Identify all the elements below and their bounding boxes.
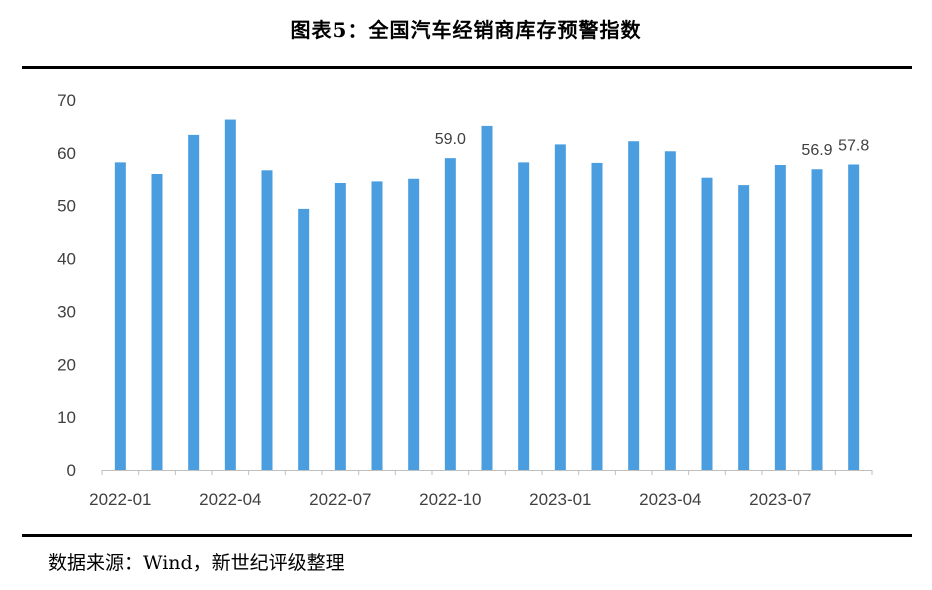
bar-2023-01 — [554, 144, 566, 470]
data-label: 59.0 — [435, 131, 466, 148]
x-axis-labels: 2022-01 2022-04 2022-07 2022-10 2023-01 2023-… — [89, 490, 811, 509]
bars — [114, 119, 860, 471]
bar-2022-01 — [114, 162, 126, 470]
x-tick-label: 2022-01 — [89, 490, 151, 509]
bar-2022-05 — [261, 170, 273, 471]
bar-2022-11 — [481, 125, 493, 471]
bar-2023-03 — [628, 141, 640, 470]
bar-2023-07 — [774, 165, 786, 470]
bar-2022-03 — [188, 134, 200, 470]
bottom-rule — [22, 534, 912, 537]
data-label: 56.9 — [801, 142, 832, 159]
y-tick-label: 50 — [57, 197, 76, 216]
bar-2022-04 — [224, 119, 236, 471]
bar-2022-06 — [298, 208, 310, 470]
bar-2023-05 — [701, 177, 713, 470]
x-tick-label: 2022-04 — [199, 490, 261, 509]
x-tick-label: 2022-07 — [309, 490, 371, 509]
bar-2022-09 — [408, 178, 420, 470]
x-tick-label: 2023-04 — [639, 490, 701, 509]
data-label: 57.8 — [838, 137, 869, 154]
x-tick-label: 2023-01 — [529, 490, 591, 509]
y-tick-label: 30 — [57, 302, 76, 321]
y-tick-label: 10 — [57, 408, 76, 427]
y-tick-label: 0 — [67, 461, 76, 480]
source-note: 数据来源：Wind，新世纪评级整理 — [48, 552, 345, 574]
x-tick-label: 2022-10 — [419, 490, 481, 509]
y-tick-label: 40 — [57, 250, 76, 269]
bar-2022-10 — [444, 158, 456, 470]
bar-2022-07 — [334, 182, 346, 470]
x-tick-label: 2023-07 — [749, 490, 811, 509]
bar-2023-06 — [738, 185, 750, 470]
data-labels: 59.0 56.9 57.8 — [435, 131, 870, 159]
y-tick-label: 20 — [57, 355, 76, 374]
bar-2022-02 — [151, 174, 163, 470]
x-axis-ticks — [101, 470, 873, 475]
y-tick-label: 70 — [57, 91, 76, 110]
bar-2023-02 — [591, 162, 603, 470]
bar-2023-04 — [664, 151, 676, 470]
bar-2022-12 — [518, 162, 530, 470]
bar-2023-09 — [848, 164, 860, 470]
bar-2022-08 — [371, 181, 383, 470]
bar-2023-08 — [811, 169, 823, 470]
top-rule — [22, 66, 912, 69]
y-tick-label: 60 — [57, 144, 76, 163]
chart-title: 图表5：全国汽车经销商库存预警指数 — [290, 18, 642, 42]
y-axis-labels: 0 10 20 30 40 50 60 70 — [57, 91, 76, 480]
